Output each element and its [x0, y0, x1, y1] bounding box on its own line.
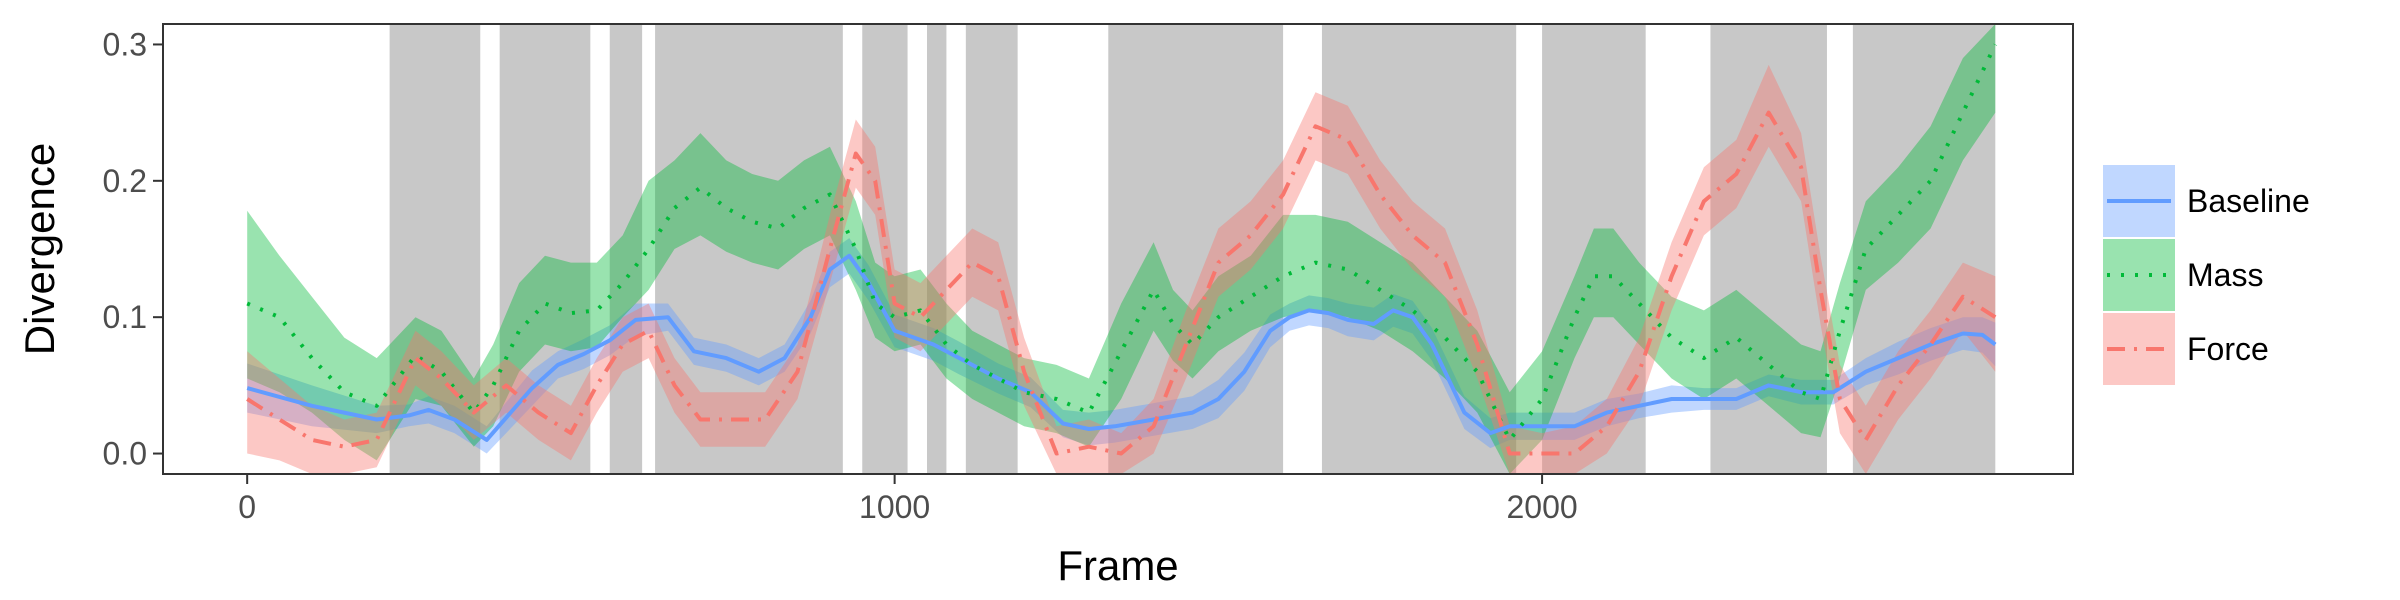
- shaded-interval: [609, 24, 643, 474]
- x-axis-title: Frame: [1057, 542, 1178, 589]
- legend-label: Baseline: [2187, 183, 2310, 219]
- shaded-interval: [655, 24, 843, 474]
- shaded-interval: [1852, 24, 1996, 474]
- y-axis-title: Divergence: [16, 143, 63, 355]
- y-tick-label: 0.1: [103, 299, 147, 335]
- series-lines: [246, 43, 1998, 456]
- y-axis: 0.0 0.1 0.2 0.3: [103, 26, 163, 472]
- x-tick-label: 2000: [1506, 489, 1577, 525]
- shaded-interval: [499, 24, 591, 474]
- y-tick-label: 0.0: [103, 436, 147, 472]
- legend-item-mass: Mass: [2103, 239, 2263, 311]
- shaded-interval: [1108, 24, 1284, 474]
- band-force: [247, 64, 1996, 475]
- legend-label: Mass: [2187, 257, 2263, 293]
- x-tick-label: 1000: [859, 489, 930, 525]
- x-tick-label: 0: [238, 489, 256, 525]
- line-mass: [246, 43, 1998, 442]
- x-axis: 0 1000 2000: [238, 474, 1578, 525]
- shaded-interval: [927, 24, 947, 474]
- legend-item-baseline: Baseline: [2103, 165, 2310, 237]
- legend: Baseline Mass Force: [2103, 165, 2310, 385]
- band-mass: [247, 24, 1996, 474]
- legend-label: Force: [2187, 331, 2269, 367]
- y-tick-label: 0.2: [103, 163, 147, 199]
- legend-item-force: Force: [2103, 313, 2269, 385]
- shaded-interval: [965, 24, 1018, 474]
- shaded-intervals: [389, 24, 1996, 474]
- y-tick-label: 0.3: [103, 26, 147, 62]
- shaded-interval: [389, 24, 481, 474]
- shaded-interval: [1542, 24, 1646, 474]
- shaded-interval: [862, 24, 908, 474]
- shaded-interval: [1321, 24, 1517, 474]
- panel-border: [162, 23, 2074, 475]
- line-force: [246, 110, 1997, 456]
- line-baseline: [246, 253, 1997, 442]
